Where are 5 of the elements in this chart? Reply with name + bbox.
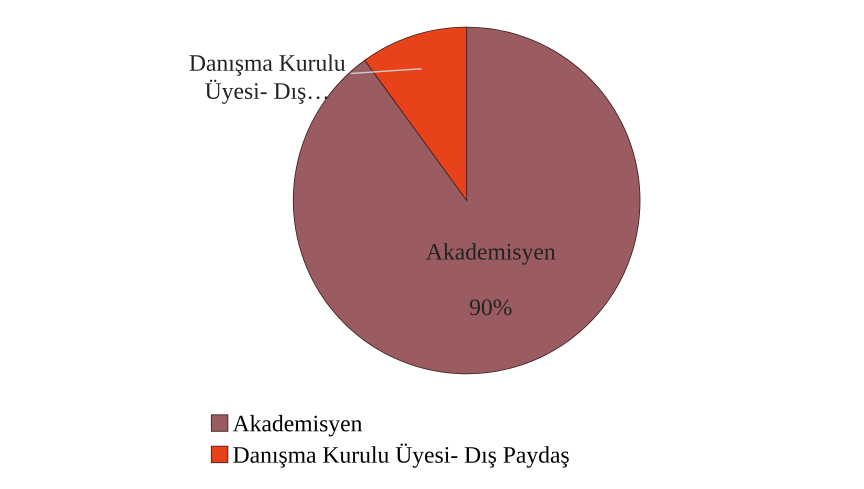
text: Danışma Kurulu Üyesi- Dış… [190, 54, 346, 104]
legend-label: Akademisyen [232, 414, 362, 436]
legend-label: Danışma Kurulu Üyesi- Dış Paydaş [233, 443, 569, 468]
data-label: 90% [470, 299, 512, 316]
text: Akademisyen [426, 243, 556, 265]
